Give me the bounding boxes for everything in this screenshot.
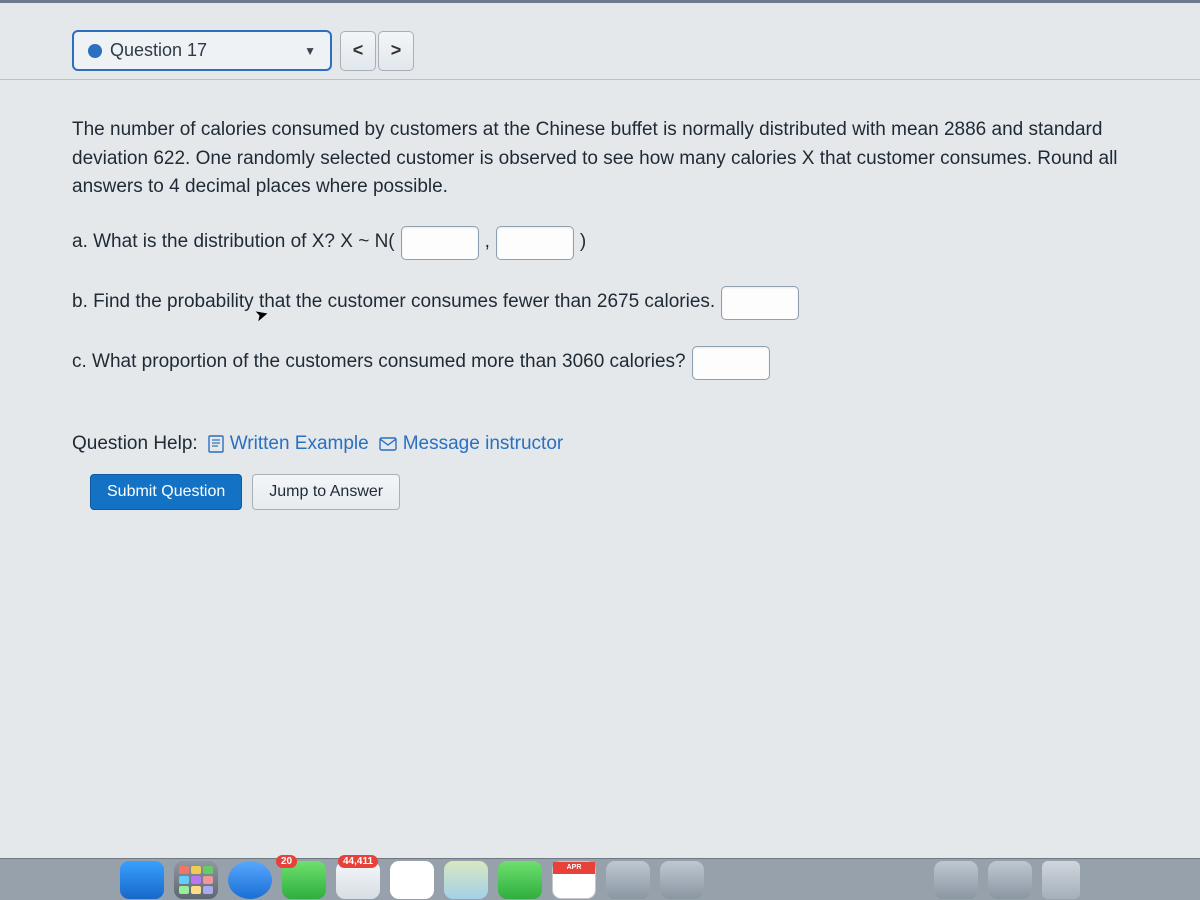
safari-icon[interactable] [228, 861, 272, 899]
button-row: Submit Question Jump to Answer [90, 474, 1128, 510]
part-b: b. Find the probability that the custome… [72, 286, 1128, 320]
mail-icon[interactable]: 44,411 [336, 861, 380, 899]
part-a: a. What is the distribution of X? X ~ N(… [72, 226, 1128, 260]
envelope-icon [379, 437, 397, 451]
message-instructor-link[interactable]: Message instructor [379, 430, 564, 459]
part-c: c. What proportion of the customers cons… [72, 346, 1128, 380]
calendar-icon[interactable]: APR [552, 861, 596, 899]
maps-icon[interactable] [444, 861, 488, 899]
dock-app-icon[interactable] [988, 861, 1032, 899]
launchpad-icon[interactable] [174, 861, 218, 899]
photos-icon[interactable] [390, 861, 434, 899]
status-dot-icon [88, 44, 102, 58]
finder-icon[interactable] [120, 861, 164, 899]
messages-icon[interactable]: 20 [282, 861, 326, 899]
calendar-month: APR [553, 862, 595, 874]
help-label: Question Help: [72, 430, 198, 459]
part-a-mean-input[interactable] [401, 226, 479, 260]
facetime-icon[interactable] [498, 861, 542, 899]
document-icon [208, 435, 224, 453]
chevron-right-icon: > [391, 40, 402, 61]
part-c-input[interactable] [692, 346, 770, 380]
chevron-left-icon: < [353, 40, 364, 61]
messages-badge: 20 [276, 855, 297, 868]
question-nav-bar: Question 17 ▼ < > [0, 20, 1200, 80]
part-b-input[interactable] [721, 286, 799, 320]
submit-button[interactable]: Submit Question [90, 474, 242, 510]
jump-to-answer-button[interactable]: Jump to Answer [252, 474, 400, 510]
part-c-label: c. What proportion of the customers cons… [72, 348, 686, 377]
written-example-text: Written Example [230, 430, 369, 459]
written-example-link[interactable]: Written Example [208, 430, 369, 459]
dock-app-icon[interactable] [934, 861, 978, 899]
dropdown-caret-icon: ▼ [304, 44, 316, 58]
part-a-separator: , [485, 228, 490, 257]
macos-dock: 20 44,411 APR [0, 858, 1200, 900]
part-a-sd-input[interactable] [496, 226, 574, 260]
part-a-suffix: ) [580, 228, 586, 257]
help-row: Question Help: Written Example Message i… [72, 430, 1128, 459]
mail-badge: 44,411 [338, 855, 378, 868]
problem-intro: The number of calories consumed by custo… [72, 116, 1128, 202]
part-a-label: a. What is the distribution of X? X ~ N( [72, 228, 395, 257]
prev-question-button[interactable]: < [340, 31, 376, 71]
part-b-label: b. Find the probability that the custome… [72, 288, 715, 317]
message-instructor-text: Message instructor [403, 430, 564, 459]
question-content: The number of calories consumed by custo… [0, 80, 1200, 530]
dock-app-icon[interactable] [606, 861, 650, 899]
trash-icon[interactable] [1042, 861, 1080, 899]
next-question-button[interactable]: > [378, 31, 414, 71]
question-selector-dropdown[interactable]: Question 17 ▼ [72, 30, 332, 71]
dock-app-icon[interactable] [660, 861, 704, 899]
question-label: Question 17 [110, 40, 296, 61]
